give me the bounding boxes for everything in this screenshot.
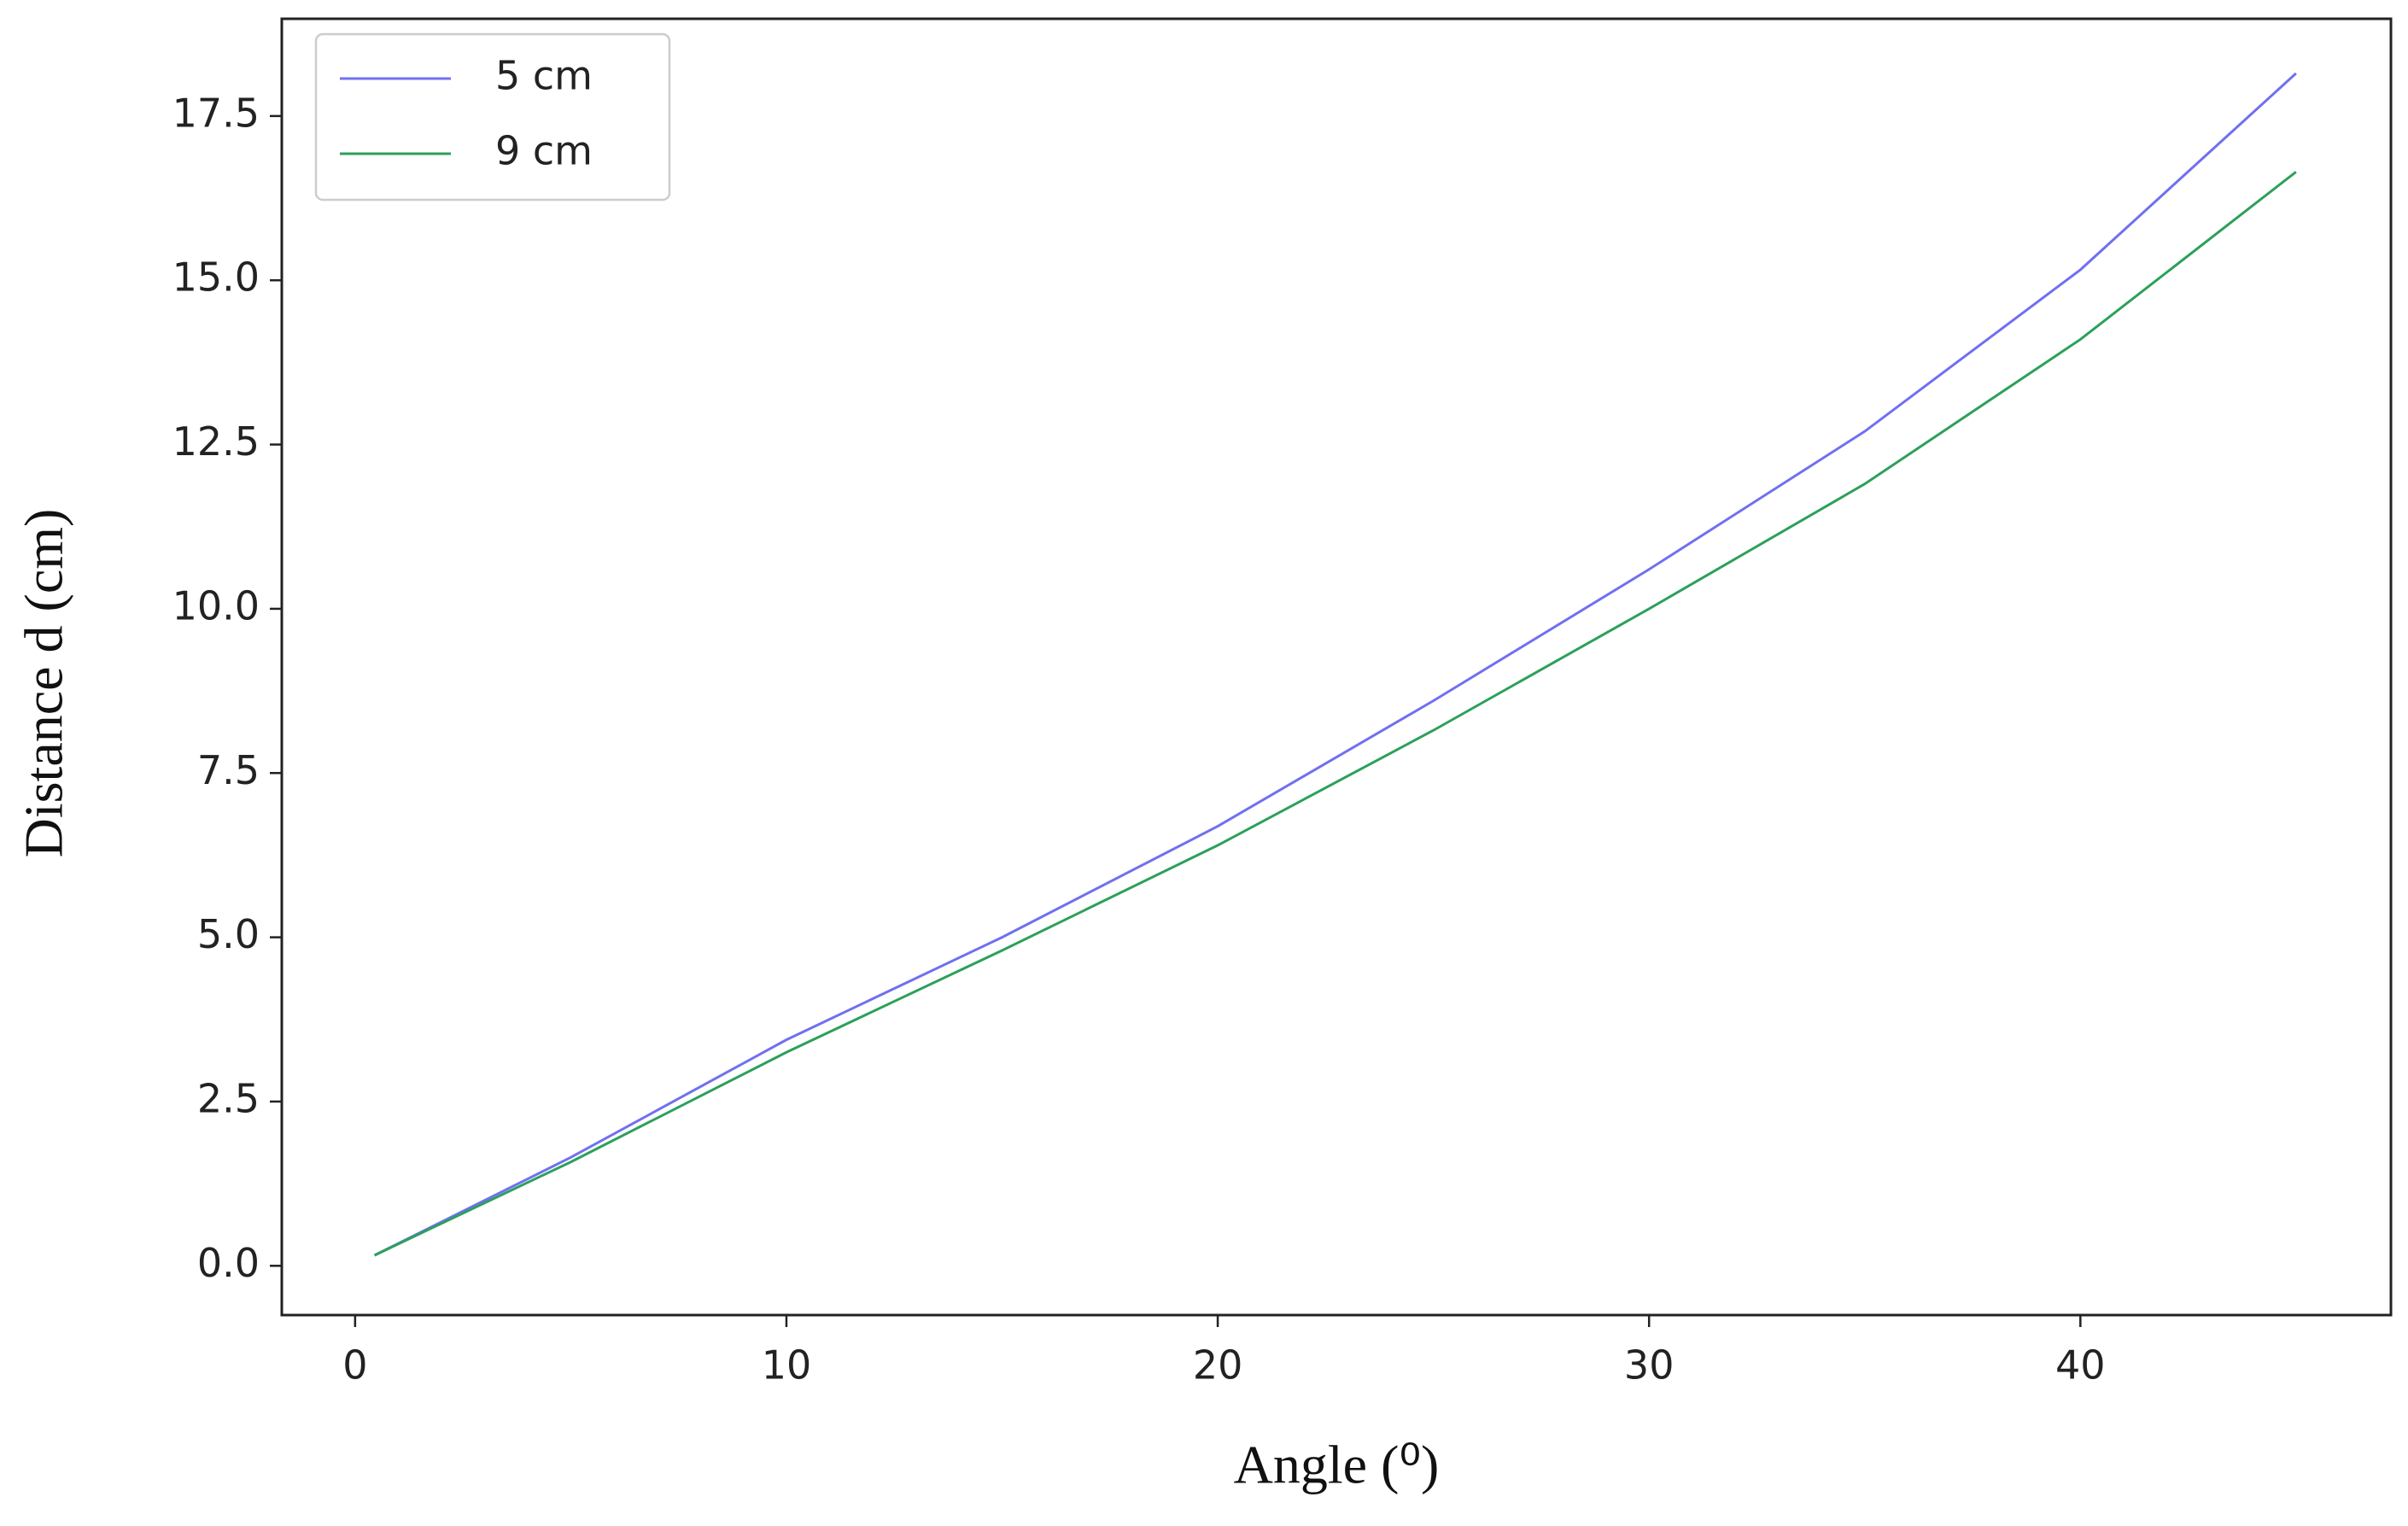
y-tick-label: 0.0 xyxy=(197,1240,260,1286)
x-tick-label: 10 xyxy=(762,1342,812,1389)
legend-label: 9 cm xyxy=(495,128,593,174)
x-tick-label: 30 xyxy=(1624,1342,1674,1389)
y-tick-label: 5.0 xyxy=(197,911,260,957)
y-tick-label: 17.5 xyxy=(172,90,260,136)
y-tick-label: 10.0 xyxy=(172,582,260,629)
x-tick-label: 20 xyxy=(1193,1342,1243,1389)
legend-box xyxy=(314,32,671,202)
plot-frame xyxy=(280,17,2393,1317)
legend-label: 5 cm xyxy=(495,53,593,99)
x-tick-label: 0 xyxy=(342,1342,367,1389)
series-line xyxy=(373,72,2297,1257)
x-axis-label: Angle (⁰) xyxy=(1234,1435,1440,1495)
y-tick-label: 12.5 xyxy=(172,418,260,465)
y-tick-label: 15.0 xyxy=(172,254,260,301)
series-line xyxy=(373,171,2297,1257)
y-tick-label: 2.5 xyxy=(197,1075,260,1121)
y-tick-label: 7.5 xyxy=(197,747,260,793)
y-axis-label: Distance d (cm) xyxy=(14,509,74,858)
x-tick-label: 40 xyxy=(2055,1342,2106,1389)
